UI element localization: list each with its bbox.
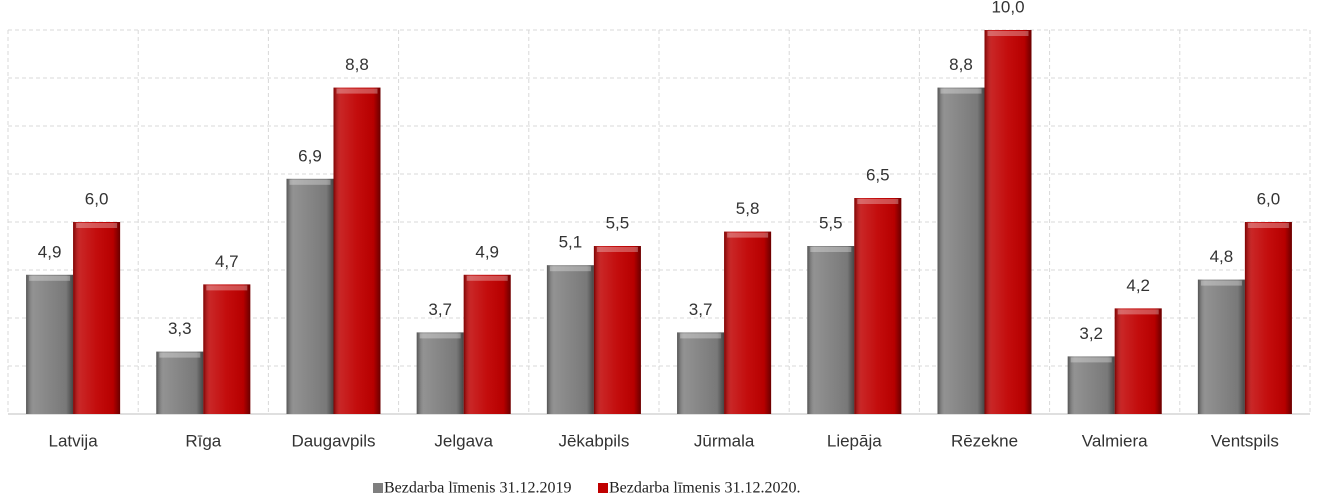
bar-shade <box>73 222 121 414</box>
x-tick-label: Jūrmala <box>694 431 755 450</box>
bar-cap <box>549 266 591 272</box>
bar-shade <box>26 274 74 414</box>
bar-cap <box>680 333 722 339</box>
value-label: 6,0 <box>85 189 109 208</box>
bar-shade <box>593 246 641 414</box>
bar-cap <box>466 275 508 281</box>
legend: Bezdarba līmenis 31.12.2019 Bezdarba līme… <box>373 480 801 497</box>
value-label: 5,1 <box>559 233 583 252</box>
value-label: 5,8 <box>736 199 760 218</box>
x-tick-label: Ventspils <box>1211 431 1279 450</box>
value-label: 10,0 <box>991 0 1024 16</box>
bar-shade <box>724 231 772 414</box>
bar-cap <box>76 223 118 228</box>
bar-shade <box>807 246 855 414</box>
value-label: 6,9 <box>298 146 322 165</box>
bar-shade <box>854 198 902 414</box>
value-label: 5,5 <box>819 213 843 232</box>
bar-shade <box>677 332 725 414</box>
bar-shade <box>463 274 511 414</box>
bar-shade <box>1067 356 1115 414</box>
bar-cap <box>206 285 248 291</box>
bar-shade <box>984 30 1032 414</box>
x-tick-label: Daugavpils <box>291 431 375 450</box>
bar-cap <box>1117 309 1159 315</box>
x-tick-label: Latvija <box>49 431 99 450</box>
bar-cap <box>810 247 852 252</box>
bar-shade <box>1197 279 1245 414</box>
value-label: 3,2 <box>1079 324 1103 343</box>
bar-cap <box>940 88 982 94</box>
legend-swatch <box>373 483 383 493</box>
x-tick-label: Jēkabpils <box>558 431 629 450</box>
x-tick-label: Liepāja <box>827 431 882 450</box>
bar-shade <box>286 178 334 414</box>
bar-shade <box>333 87 381 414</box>
bar-cap <box>336 88 378 94</box>
x-tick-label: Rēzekne <box>951 431 1018 450</box>
value-label: 4,2 <box>1126 276 1150 295</box>
x-tick-label: Valmiera <box>1082 431 1148 450</box>
x-tick-label: Rīga <box>185 431 221 450</box>
value-label: 6,5 <box>866 165 890 184</box>
bar-cap <box>1200 280 1242 286</box>
bar-cap <box>1247 223 1289 228</box>
value-label: 4,9 <box>475 242 499 261</box>
bar-cap <box>727 232 769 238</box>
legend-swatch <box>598 483 608 493</box>
value-label: 6,0 <box>1257 189 1281 208</box>
bar-cap <box>857 199 899 204</box>
bar-shade <box>937 87 985 414</box>
bar-cap <box>1070 357 1112 363</box>
bar-cap <box>987 31 1029 36</box>
bar-shade <box>1114 308 1162 414</box>
bar-cap <box>29 275 71 281</box>
bar-shade <box>546 265 594 414</box>
legend-label: Bezdarba līmenis 31.12.2020. <box>609 480 801 497</box>
value-label: 3,3 <box>168 319 192 338</box>
value-label: 3,7 <box>428 300 452 319</box>
bar-cap <box>419 333 461 339</box>
value-label: 4,8 <box>1210 247 1234 266</box>
bar-shade <box>416 332 464 414</box>
value-label: 4,7 <box>215 252 239 271</box>
bar-cap <box>596 247 638 252</box>
value-label: 4,9 <box>38 242 62 261</box>
bar-shade <box>203 284 251 414</box>
bar-shade <box>1244 222 1292 414</box>
bar-shade <box>156 351 204 414</box>
x-tick-label: Jelgava <box>434 431 493 450</box>
value-label: 3,7 <box>689 300 713 319</box>
value-label: 8,8 <box>949 55 973 74</box>
bar-cap <box>159 352 201 358</box>
value-label: 5,5 <box>606 213 630 232</box>
legend-label: Bezdarba līmenis 31.12.2019 <box>384 480 572 497</box>
bar-cap <box>289 179 331 185</box>
value-label: 8,8 <box>345 55 369 74</box>
